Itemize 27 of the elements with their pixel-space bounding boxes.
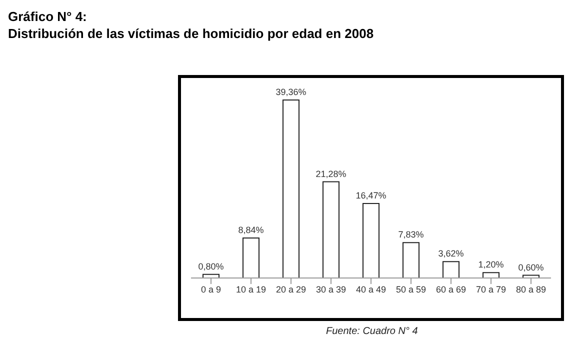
x-tick-label: 80 a 89 xyxy=(516,284,546,294)
data-label: 16,47% xyxy=(356,190,386,201)
x-tick-label: 10 a 19 xyxy=(236,284,266,294)
x-tick-label: 0 a 9 xyxy=(200,284,222,294)
data-label: 7,83% xyxy=(398,230,424,240)
bar xyxy=(322,181,340,278)
bar xyxy=(242,238,260,278)
bar xyxy=(282,100,300,278)
bar xyxy=(362,203,380,278)
text: Gráfico N° 4: xyxy=(8,8,88,25)
chart-subtitle: Distribución de las víctimas de homicidio por edad en 2008 xyxy=(8,25,374,42)
bar xyxy=(402,242,420,278)
data-label: 0,80% xyxy=(198,261,224,272)
data-label: 0,60% xyxy=(518,262,544,272)
data-label: 8,84% xyxy=(238,225,264,236)
source-note: Fuente: Cuadro N° 4 xyxy=(326,326,418,337)
data-label: 1,20% xyxy=(478,260,504,270)
data-label: 39,36% xyxy=(276,87,306,97)
bar xyxy=(442,261,460,278)
x-tick-label: 50 a 59 xyxy=(396,284,426,294)
x-tick-label: 60 a 69 xyxy=(436,284,466,294)
data-label: 3,62% xyxy=(438,248,464,259)
x-tick-label: 30 a 39 xyxy=(316,284,346,294)
data-label: 21,28% xyxy=(316,168,346,179)
x-tick-label: 70 a 79 xyxy=(476,284,506,294)
x-tick-label: 40 a 49 xyxy=(356,284,386,294)
x-tick-label: 20 a 29 xyxy=(276,284,306,294)
